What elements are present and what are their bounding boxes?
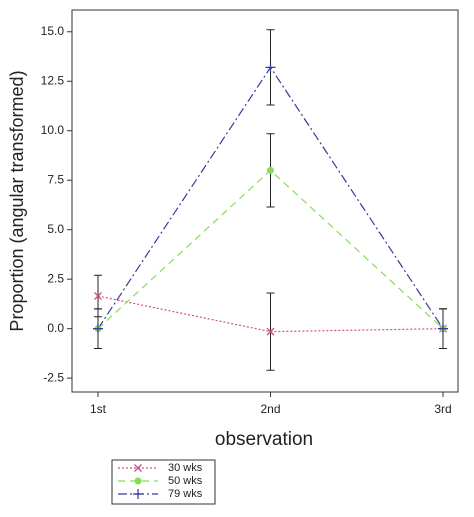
y-tick-label: 10.0	[41, 123, 65, 137]
x-tick-label: 3rd	[434, 402, 451, 416]
legend-label: 30 wks	[168, 462, 203, 474]
legend-label: 79 wks	[168, 488, 203, 500]
y-tick-label: 5.0	[47, 222, 64, 236]
marker	[134, 464, 142, 472]
x-tick-label: 1st	[90, 402, 107, 416]
marker	[94, 292, 102, 300]
y-tick-label: 15.0	[41, 24, 65, 38]
y-tick-label: 12.5	[41, 73, 65, 87]
marker	[267, 166, 274, 174]
legend-label: 50 wks	[168, 475, 203, 487]
y-axis-label: Proportion (angular transformed)	[7, 70, 27, 331]
y-tick-label: 2.5	[47, 271, 64, 285]
y-tick-label: 7.5	[47, 172, 64, 186]
x-axis-label: observation	[215, 429, 313, 450]
y-tick-label: -2.5	[43, 370, 64, 384]
marker	[133, 489, 143, 499]
y-tick-label: 0.0	[47, 321, 64, 335]
legend-frame	[111, 459, 216, 505]
x-tick-label: 2nd	[260, 402, 280, 416]
marker	[266, 327, 275, 336]
marker	[265, 62, 276, 73]
marker	[438, 323, 448, 334]
plot-frame	[71, 9, 459, 393]
marker	[93, 323, 103, 334]
marker	[134, 477, 142, 485]
